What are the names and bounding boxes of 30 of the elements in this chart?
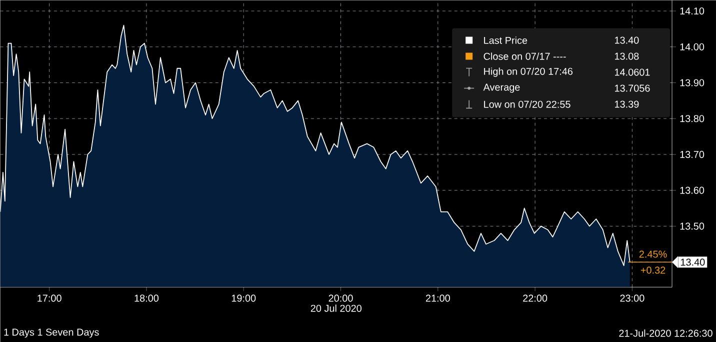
annotation: 13.39	[615, 100, 639, 108]
y-tick-label: 13.70	[680, 150, 704, 158]
x-tick-label: 22:00	[523, 294, 548, 302]
y-tick-label: 13.50	[680, 222, 704, 230]
y-tick-label: 14.00	[680, 43, 704, 50]
text: 13.40	[680, 258, 705, 266]
annotation: +0.32	[640, 266, 666, 274]
annotation: 2.45%	[639, 250, 667, 258]
x-tick-label: 18:00	[134, 294, 159, 302]
annotation: Average	[483, 84, 520, 93]
annotation: 13.40	[615, 36, 639, 44]
x-tick-label: 23:00	[620, 294, 644, 302]
y-tick-label: 14.10	[680, 7, 704, 14]
x-tick-label: 19:00	[232, 294, 256, 302]
legend-label: Last Price	[484, 36, 528, 44]
annotation: High on 07/20 17:46	[484, 68, 573, 77]
text: 1 Days 1 Seven Days	[4, 328, 99, 338]
y-tick-label: 13.80	[680, 115, 704, 122]
text: 21-Jul-2020 12:26:30	[619, 329, 712, 337]
annotation: 13.08	[615, 52, 639, 60]
y-tick-label: 13.90	[680, 79, 704, 86]
x-tick-label: 17:00	[38, 294, 62, 302]
x-tick-label: 21:00	[426, 294, 450, 302]
annotation: 14.0601	[615, 68, 650, 76]
annotation: Close on 07/17 ----	[484, 52, 566, 60]
annotation: 13.7056	[615, 84, 650, 92]
annotation: Low on 07/20 22:55	[484, 100, 570, 108]
x-tick-label: 20:00	[328, 294, 353, 302]
y-tick-label: 13.60	[680, 186, 704, 194]
x-axis-title: 20 Jul 2020	[310, 304, 362, 312]
